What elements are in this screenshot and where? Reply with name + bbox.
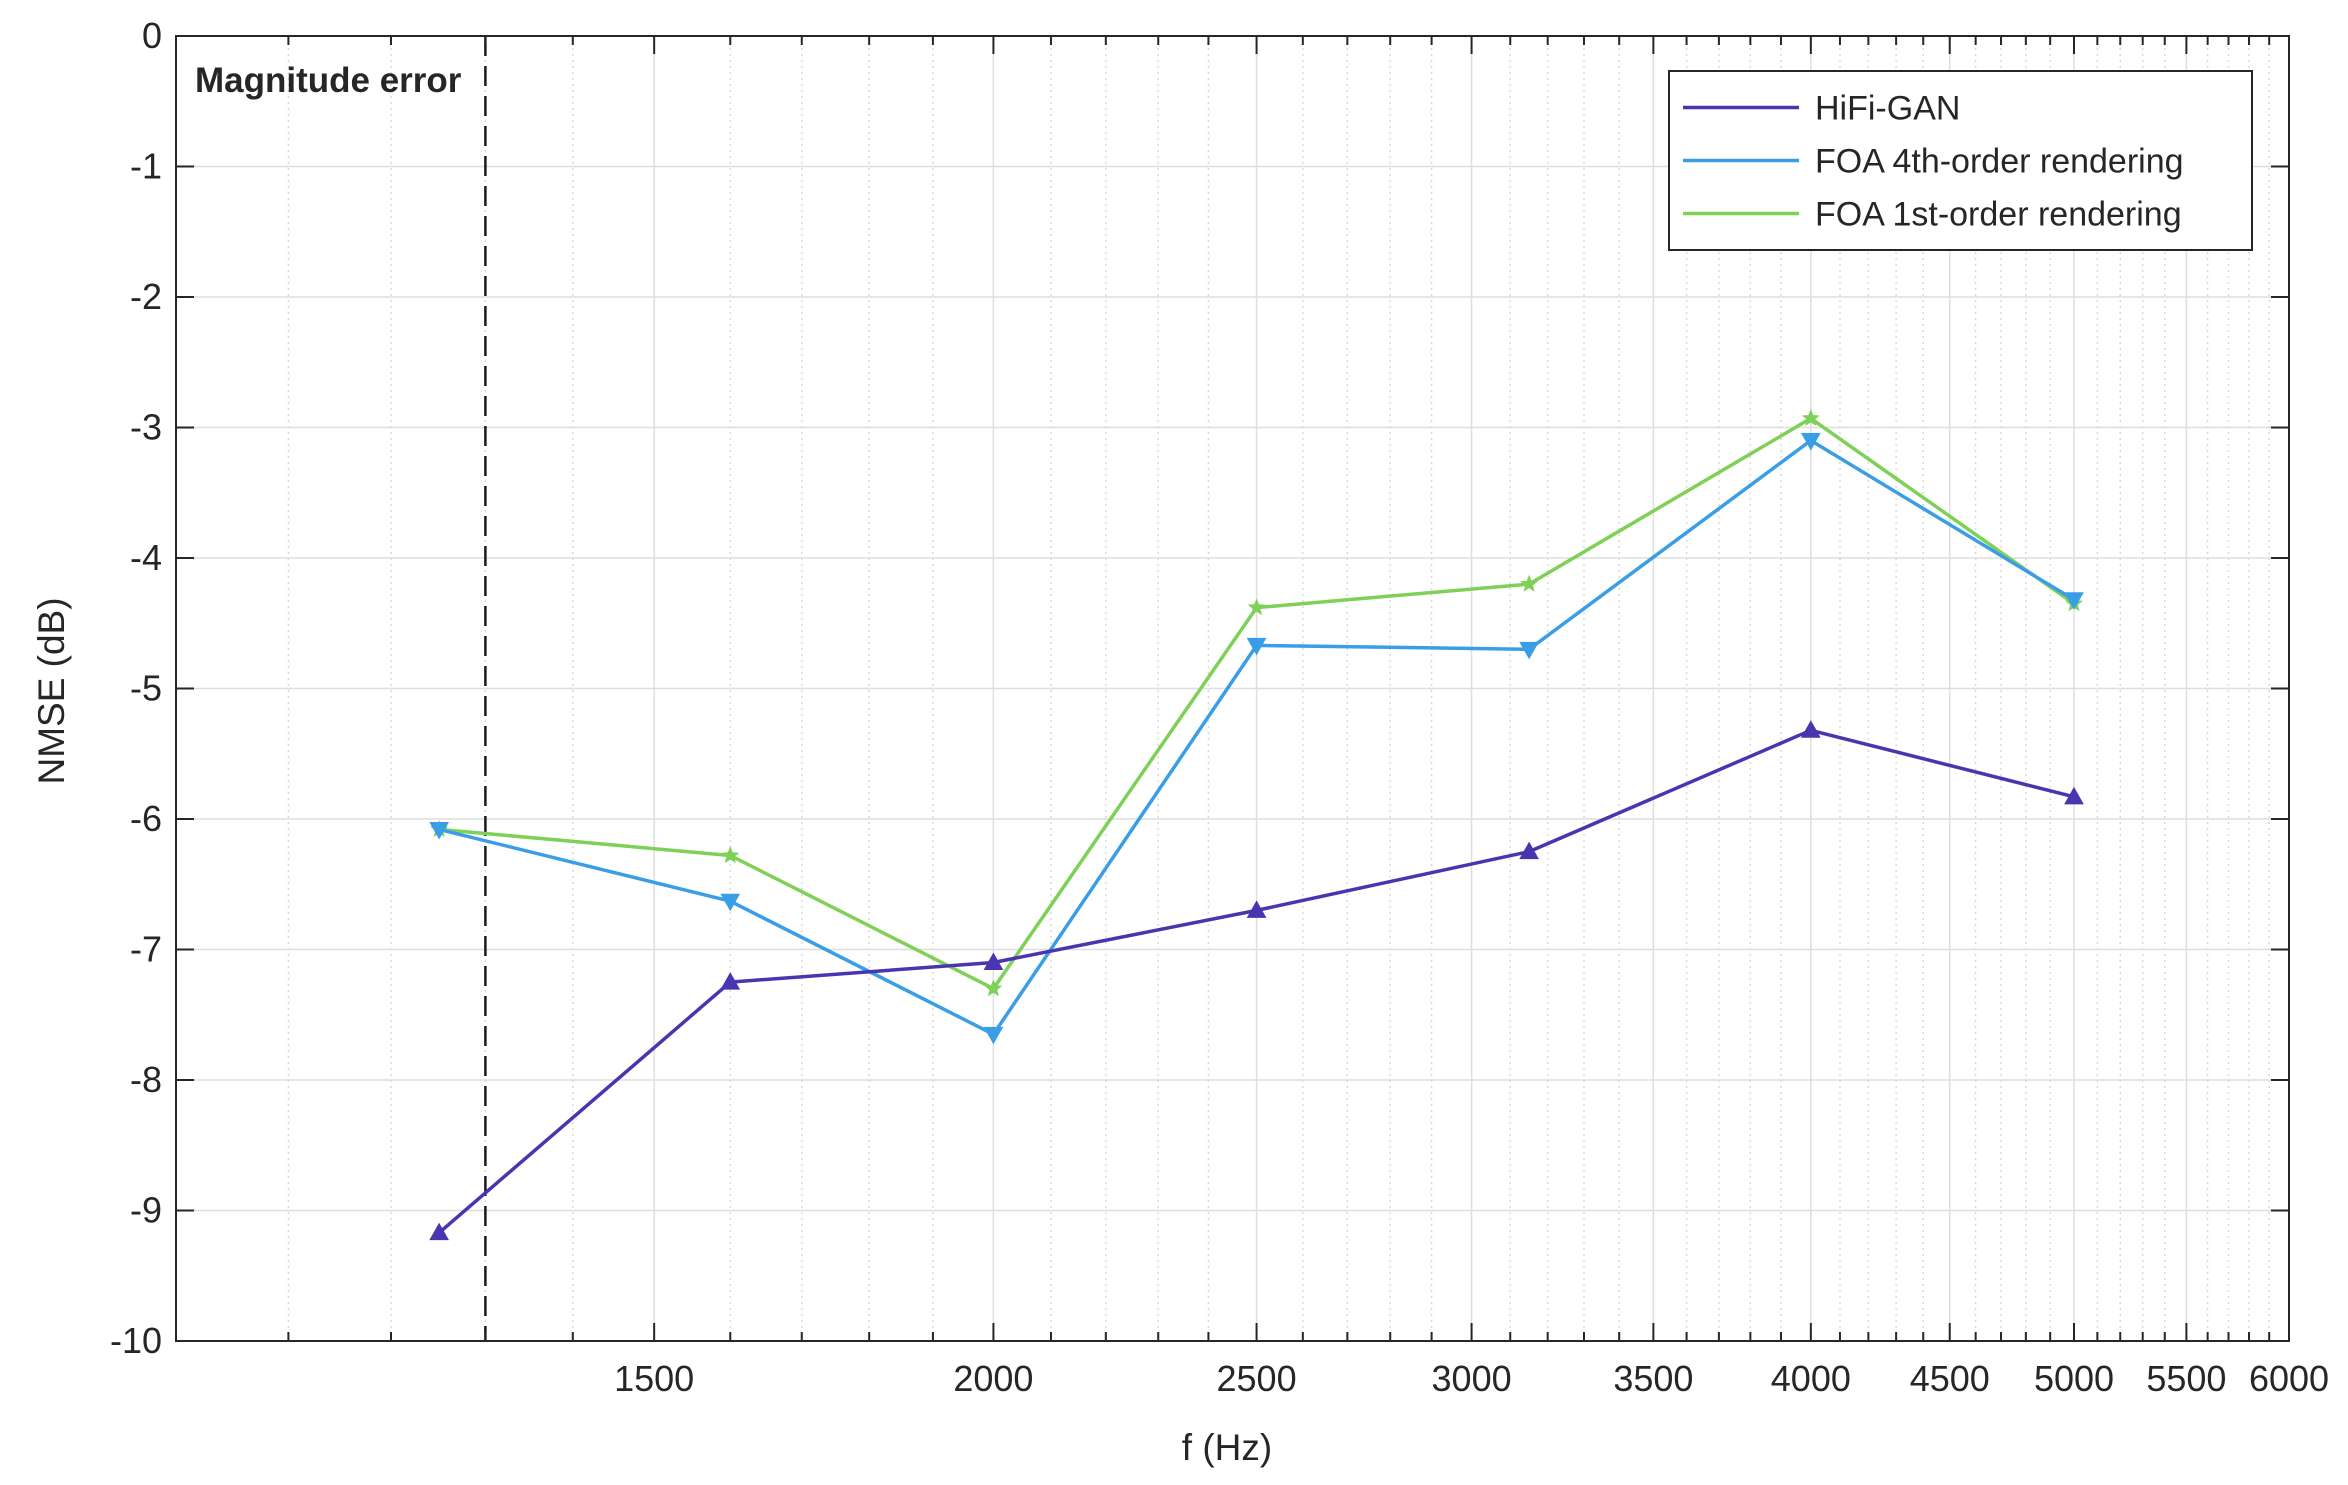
legend-item: FOA 1st-order rendering: [1683, 196, 2182, 234]
y-tick-label: 0: [142, 15, 162, 56]
y-tick-label: -6: [130, 798, 162, 839]
y-tick-label: -2: [130, 276, 162, 317]
data-point: [720, 972, 741, 990]
legend-item: HiFi-GAN: [1683, 90, 1960, 128]
legend-label: FOA 4th-order rendering: [1815, 143, 2184, 181]
y-tick-label: -9: [130, 1190, 162, 1231]
data-point: [1800, 720, 1821, 738]
y-tick-label: -3: [130, 407, 162, 448]
data-point: [1520, 574, 1538, 592]
x-axis-label: f (Hz): [1182, 1427, 1272, 1468]
data-point: [983, 1026, 1004, 1045]
y-tick-label: -5: [130, 668, 162, 709]
data-point: [720, 893, 741, 912]
y-axis-label: NMSE (dB): [31, 597, 72, 784]
chart-title: Magnitude error: [195, 61, 462, 100]
x-tick-label: 3000: [1432, 1358, 1512, 1399]
legend: HiFi-GAN FOA 4th-order rendering FOA 1st-o…: [1668, 70, 2253, 251]
data-point: [721, 846, 740, 864]
legend-label: FOA 1st-order rendering: [1815, 196, 2182, 234]
data-point: [983, 952, 1004, 971]
data-point: [429, 1222, 450, 1241]
x-tick-label: 5000: [2034, 1358, 2114, 1399]
x-tick-label: 2000: [953, 1358, 1033, 1399]
data-point: [984, 979, 1003, 997]
y-tick-label: -4: [130, 537, 162, 578]
data-point: [2064, 786, 2084, 805]
data-point: [2064, 592, 2084, 610]
legend-item: FOA 4th-order rendering: [1683, 143, 2184, 181]
y-tick-label: -7: [130, 929, 162, 970]
data-point: [1246, 900, 1267, 918]
data-point: [1800, 433, 1821, 451]
y-tick-label: -10: [110, 1320, 162, 1361]
x-tick-label: 1500: [614, 1358, 694, 1399]
x-tick-label: 6000: [2249, 1358, 2329, 1399]
data-point: [1247, 598, 1266, 616]
data-point: [1246, 637, 1267, 656]
x-tick-label: 3500: [1613, 1358, 1693, 1399]
x-tick-label: 5500: [2146, 1358, 2226, 1399]
series-layer: [429, 409, 2084, 1241]
y-tick-label: -1: [130, 146, 162, 187]
data-point: [429, 821, 450, 840]
series-hifi-gan: [429, 720, 2084, 1241]
x-tick-label: 4000: [1771, 1358, 1851, 1399]
legend-label: HiFi-GAN: [1815, 90, 1960, 128]
data-point: [1519, 841, 1539, 860]
data-point: [1519, 641, 1539, 660]
data-point: [1801, 409, 1820, 426]
axes-layer: 1500 2000 2500 3000 3500 4000 4500 5000 5500 6000…: [110, 15, 2329, 1399]
y-tick-label: -8: [130, 1059, 162, 1100]
series-foa-4th-order-rendering: [429, 433, 2084, 1045]
x-tick-label: 4500: [1910, 1358, 1990, 1399]
x-tick-label: 2500: [1217, 1358, 1297, 1399]
